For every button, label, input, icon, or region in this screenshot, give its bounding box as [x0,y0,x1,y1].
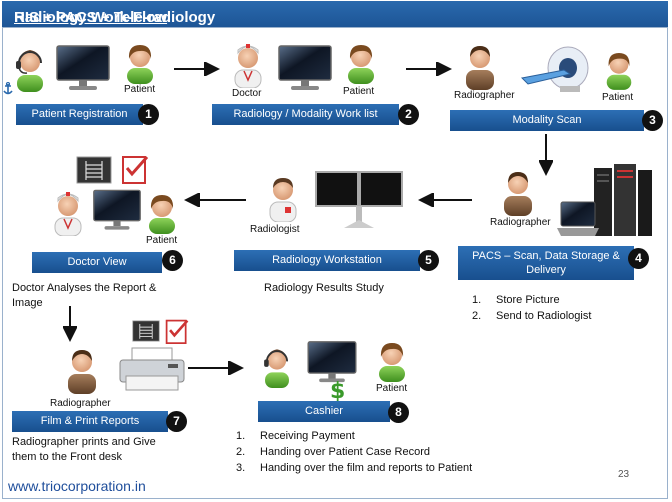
xray-film-icon [76,156,112,184]
patient-icon [348,45,374,84]
receptionist-icon [264,349,289,388]
step-cashier: Cashier [258,401,390,422]
step-number-7: 7 [166,411,187,432]
laptop-icon [557,201,599,236]
patient-label: Patient [602,92,634,103]
arrow-1-to-2 [174,62,220,76]
receptionist-icon [16,50,43,92]
radiographer-label: Radiographer [50,398,111,409]
patient-label: Patient [146,235,178,246]
arrow-3-to-4 [539,134,553,176]
svg-text:$: $ [330,379,345,402]
step-modality-scan: Modality Scan [450,110,644,131]
radiographer-icon [504,172,532,216]
clipboard-check-icon [165,319,189,344]
radiographer-label: Radiographer [454,90,515,101]
anchor-icon [3,82,13,95]
radiologist-label: Radiologist [250,224,300,235]
printer-icon [119,347,185,391]
dollar-icon: $ [330,379,345,402]
pacs-list: 1. Store Picture 2. Send to Radiologist [472,292,591,324]
list-item: 1. Store Picture [472,294,560,306]
list-item: 1. Receiving Payment [236,430,355,442]
server-rack-icon [594,164,652,236]
footer-url[interactable]: www.triocorporation.in [8,478,146,494]
step-number-2: 2 [398,104,419,125]
patient-icon [127,45,153,84]
list-item: 3. Handing over the film and reports to P… [236,462,473,474]
step-number-1: 1 [138,104,159,125]
doctor-label: Doctor [232,88,262,99]
page-number: 23 [618,469,630,480]
patient-label: Patient [343,86,375,97]
dual-monitor-icon [315,171,403,228]
cashier-list: 1. Receiving Payment 2. Handing over Patie… [236,428,486,476]
step-number-6: 6 [162,250,183,271]
step-pacs: PACS – Scan, Data Storage & Delivery [458,246,634,280]
clipboard-check-icon [122,156,149,184]
step-radiology-workstation: Radiology Workstation [234,250,420,271]
monitor-icon [93,189,141,230]
monitor-icon [307,341,357,383]
step-film-print-reports: Film & Print Reports [12,411,168,432]
arrow-7-to-8 [188,361,244,375]
step-number-5: 5 [418,250,439,271]
radiologist-icon [269,178,297,222]
step-number-4: 4 [628,248,649,269]
step-number-8: 8 [388,402,409,423]
monitor-icon [278,45,332,90]
list-item: 2. Handing over Patient Case Record [236,446,430,458]
workstation-note: Radiology Results Study [264,282,384,294]
radiographer-label: Radiographer [490,217,551,228]
patient-label: Patient [124,84,156,95]
arrow-4-to-5 [418,193,472,207]
arrow-2-to-3 [406,62,452,76]
title-bar: Radiology Work-Flow HIS + PACS + Tele-ra… [2,1,668,27]
arrow-6-to-7 [63,306,77,342]
monitor-icon [56,45,110,90]
slide-frame [2,27,668,499]
patient-icon [379,343,405,382]
ct-scanner-icon [520,46,589,92]
patient-icon [149,195,175,234]
xray-film-icon [132,320,160,342]
radiographer-icon [466,46,494,90]
radiographer-icon [68,350,96,394]
list-item: 2. Send to Radiologist [472,310,592,322]
doctor-icon [234,44,262,88]
step-doctor-view: Doctor View [32,252,162,273]
step-number-3: 3 [642,110,663,131]
patient-icon [606,53,632,90]
step-modality-worklist: Radiology / Modality Work list [212,104,399,125]
patient-label: Patient [376,383,408,394]
doctor-view-note: Doctor Analyses the Report & Image [12,282,157,309]
arrow-5-to-6 [184,193,246,207]
doctor-icon [54,192,82,236]
step-patient-registration: Patient Registration [16,104,143,125]
film-print-note: Radiographer prints and Give them to the… [12,436,156,463]
